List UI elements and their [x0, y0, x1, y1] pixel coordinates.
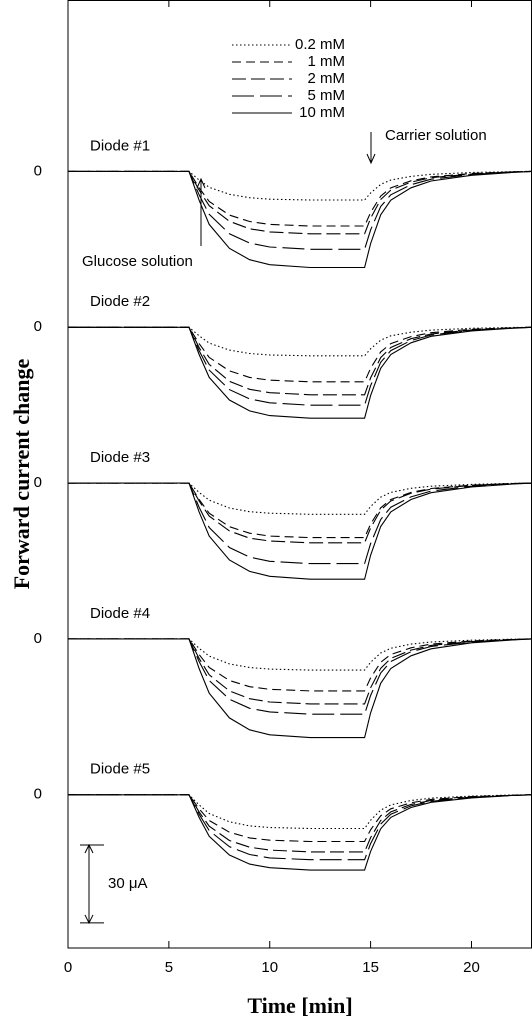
panel-title: Diode #1 [90, 137, 150, 154]
x-tick-label: 15 [362, 959, 379, 976]
series-line [68, 170, 532, 250]
series-line [68, 638, 532, 739]
y-tick-label: 0 [34, 786, 42, 803]
legend-label: 1 mM [308, 53, 346, 70]
y-tick-label: 0 [34, 162, 42, 179]
x-axis-title: Time [min] [247, 993, 352, 1018]
series-line [68, 326, 532, 383]
series-line [68, 170, 532, 201]
x-tick-label: 0 [64, 959, 72, 976]
panel-title: Diode #4 [90, 605, 150, 622]
series-line [68, 638, 532, 671]
scale-bar-head [84, 843, 94, 854]
series-line [68, 794, 532, 843]
annotation: Glucose solution [82, 253, 193, 270]
series-line [68, 482, 532, 539]
series-line [68, 794, 532, 861]
series-line [68, 794, 532, 830]
arrow-head [366, 153, 376, 165]
arrow-head [196, 177, 206, 189]
series-line [68, 170, 532, 235]
series-line [68, 326, 532, 406]
legend-label: 2 mM [308, 70, 346, 87]
legend-label: 0.2 mM [295, 36, 345, 53]
legend-label: 10 mM [299, 104, 345, 121]
series-line [68, 794, 532, 853]
series-line [68, 482, 532, 515]
series-line [68, 326, 532, 396]
series-line [68, 638, 532, 705]
panel-title: Diode #5 [90, 761, 150, 778]
y-tick-label: 0 [34, 474, 42, 491]
y-axis-title: Forward current change [9, 358, 34, 589]
scale-bar-label: 30 μA [108, 875, 148, 892]
series-line [68, 170, 532, 269]
series-line [68, 326, 532, 419]
annotation: Carrier solution [385, 127, 487, 144]
panel-title: Diode #2 [90, 293, 150, 310]
x-tick-label: 5 [165, 959, 173, 976]
series-line [68, 638, 532, 715]
series-line [68, 482, 532, 580]
series-line [68, 170, 532, 227]
y-tick-label: 0 [34, 630, 42, 647]
scale-bar-head [84, 914, 94, 925]
series-line [68, 482, 532, 565]
series-line [68, 482, 532, 544]
series-line [68, 638, 532, 692]
legend-label: 5 mM [308, 87, 346, 104]
series-line [68, 794, 532, 871]
y-tick-label: 0 [34, 318, 42, 335]
x-tick-label: 10 [261, 959, 278, 976]
x-tick-label: 20 [463, 959, 480, 976]
panel-title: Diode #3 [90, 449, 150, 466]
